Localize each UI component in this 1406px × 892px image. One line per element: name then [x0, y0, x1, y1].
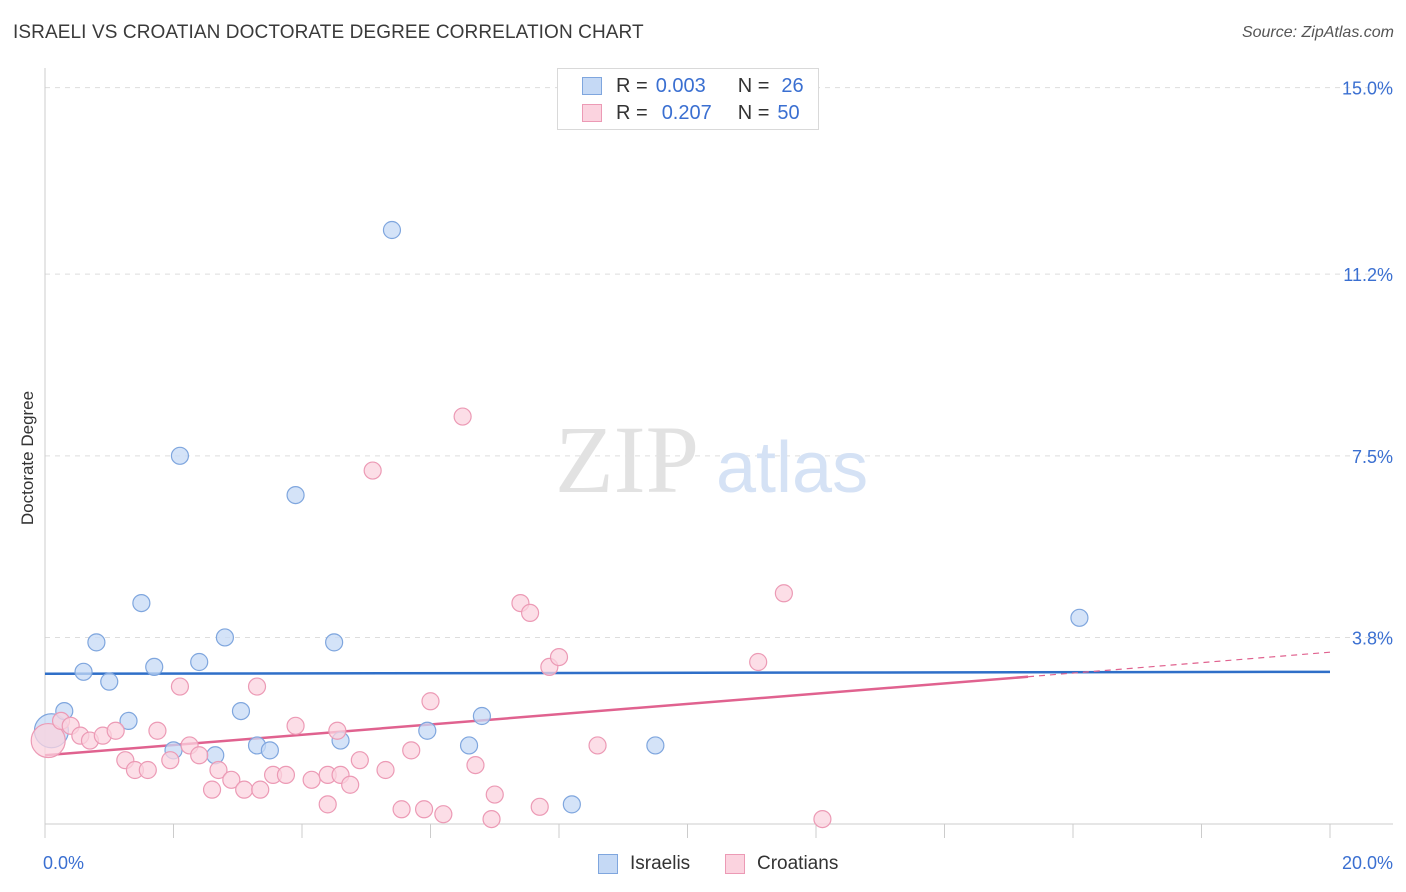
point-croatians[interactable]	[520, 603, 540, 623]
point-croatians[interactable]	[549, 647, 569, 667]
point-croatians[interactable]	[209, 760, 228, 780]
trendlines	[44, 651, 1331, 757]
legend-row-croatians: R = 0.207 N = 50	[582, 100, 800, 126]
point-israelis[interactable]	[382, 220, 402, 240]
point-israelis[interactable]	[325, 633, 344, 652]
point-israelis[interactable]	[215, 628, 234, 647]
point-croatians[interactable]	[749, 652, 768, 672]
axes	[44, 68, 1393, 838]
croatians-legend-label: Croatians	[757, 853, 839, 874]
point-israelis[interactable]	[286, 485, 305, 505]
point-israelis[interactable]	[170, 446, 190, 465]
point-israelis[interactable]	[74, 662, 93, 681]
point-croatians[interactable]	[350, 751, 369, 770]
point-israelis[interactable]	[119, 711, 138, 731]
x-tick-label: 0.0%	[43, 853, 84, 873]
point-croatians[interactable]	[813, 809, 832, 829]
y-axis-label: Doctorate Degree	[18, 391, 37, 525]
point-croatians[interactable]	[774, 584, 793, 603]
point-croatians[interactable]	[190, 746, 209, 765]
point-croatians[interactable]	[170, 677, 190, 696]
point-croatians[interactable]	[466, 755, 485, 775]
point-croatians[interactable]	[414, 800, 434, 819]
point-israelis[interactable]	[231, 701, 251, 721]
series-israelis	[33, 220, 1089, 814]
legend-israelis[interactable]: Israelis	[598, 851, 690, 877]
point-croatians[interactable]	[434, 805, 453, 824]
point-croatians[interactable]	[341, 775, 360, 794]
point-croatians[interactable]	[392, 800, 411, 819]
croatians-swatch	[582, 104, 602, 122]
israelis-legend-swatch	[598, 854, 618, 874]
point-croatians[interactable]	[328, 721, 347, 740]
point-croatians[interactable]	[276, 765, 296, 785]
point-croatians[interactable]	[286, 716, 305, 735]
trendline-israelis	[44, 670, 1331, 676]
israelis-swatch	[582, 77, 602, 95]
y-tick-label: 3.8%	[1352, 628, 1393, 648]
point-croatians[interactable]	[222, 770, 241, 789]
point-croatians[interactable]	[235, 780, 254, 799]
point-israelis[interactable]	[459, 736, 479, 755]
point-croatians[interactable]	[148, 721, 167, 740]
point-israelis[interactable]	[562, 795, 581, 814]
croatians-legend-swatch	[725, 854, 745, 874]
y-tick-label: 11.2%	[1343, 265, 1393, 285]
series-croatians	[30, 407, 832, 829]
watermark: ZIP atlas	[555, 406, 868, 513]
n-label: N =	[737, 74, 770, 97]
point-croatians[interactable]	[363, 461, 382, 480]
y-tick-label: 7.5%	[1352, 447, 1393, 467]
point-croatians[interactable]	[318, 795, 337, 814]
point-israelis[interactable]	[1070, 608, 1089, 627]
point-israelis[interactable]	[132, 593, 151, 613]
chart-title: ISRAELI VS CROATIAN DOCTORATE DEGREE COR…	[13, 22, 644, 43]
stats-legend: R = 0.003 N = 26 R = 0.207 N = 50	[557, 68, 819, 130]
r-value: 0.207	[661, 101, 712, 124]
point-croatians[interactable]	[251, 780, 270, 799]
watermark-atlas: atlas	[716, 428, 868, 508]
r-label: R =	[616, 74, 648, 97]
point-israelis[interactable]	[206, 746, 225, 765]
point-croatians[interactable]	[302, 770, 321, 789]
n-value: 50	[777, 101, 800, 124]
watermark-zip: ZIP	[555, 406, 699, 513]
point-israelis[interactable]	[418, 721, 437, 740]
point-israelis[interactable]	[190, 652, 209, 672]
legend-row-israelis: R = 0.003 N = 26	[582, 73, 804, 99]
x-tick-label: 20.0%	[1342, 853, 1393, 873]
point-croatians[interactable]	[453, 407, 472, 426]
r-value: 0.003	[655, 74, 706, 97]
point-israelis[interactable]	[87, 633, 106, 652]
point-israelis[interactable]	[646, 736, 665, 755]
point-croatians[interactable]	[485, 785, 504, 804]
point-israelis[interactable]	[145, 657, 164, 677]
point-croatians[interactable]	[376, 760, 395, 780]
y-tick-label: 15.0%	[1342, 79, 1393, 99]
point-croatians[interactable]	[421, 692, 440, 711]
point-israelis[interactable]	[472, 706, 491, 726]
point-croatians[interactable]	[30, 722, 66, 759]
point-croatians[interactable]	[482, 809, 501, 829]
point-croatians[interactable]	[402, 741, 421, 760]
point-croatians[interactable]	[247, 677, 267, 696]
point-croatians[interactable]	[138, 760, 157, 780]
point-israelis[interactable]	[100, 672, 119, 691]
legend-croatians[interactable]: Croatians	[725, 851, 838, 877]
n-label: N =	[737, 101, 770, 124]
trendline-croatians	[44, 675, 1029, 757]
point-croatians[interactable]	[106, 721, 125, 740]
n-value: 26	[781, 74, 804, 97]
israelis-legend-label: Israelis	[630, 853, 691, 874]
point-croatians[interactable]	[588, 736, 607, 755]
point-croatians[interactable]	[202, 780, 222, 799]
r-label: R =	[616, 101, 648, 124]
point-croatians[interactable]	[530, 797, 549, 816]
source-label: Source: ZipAtlas.com	[1241, 24, 1394, 41]
tick-labels: 15.0% 11.2% 7.5% 3.8% 0.0% 20.0%	[43, 79, 1393, 873]
point-israelis[interactable]	[260, 741, 279, 760]
gridlines	[45, 87, 1393, 638]
point-croatians[interactable]	[161, 751, 180, 770]
